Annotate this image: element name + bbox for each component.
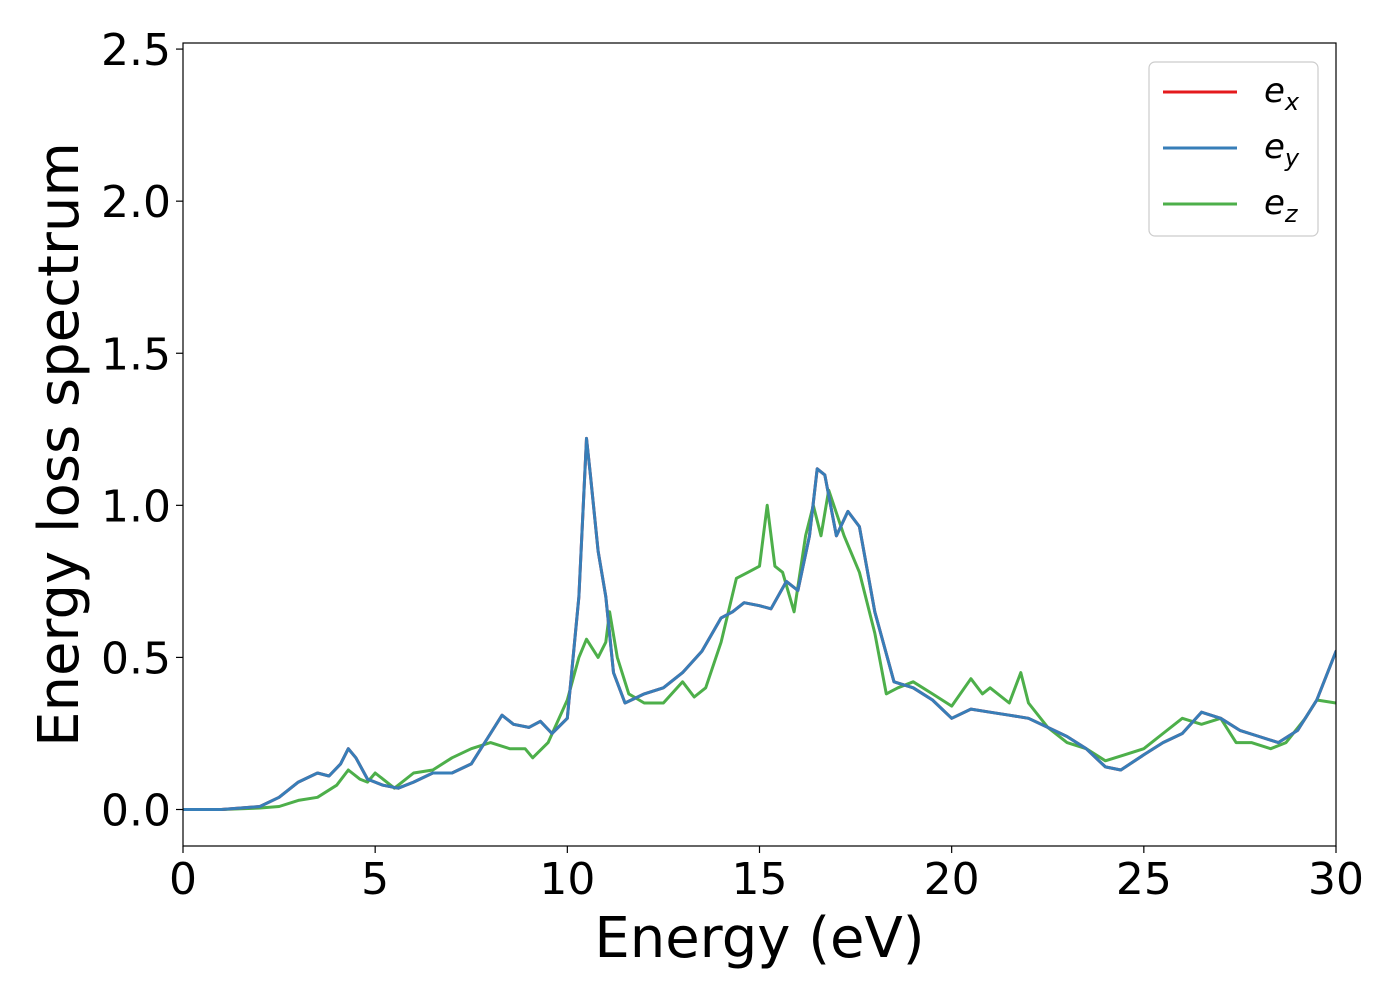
- x-tick-label: 20: [924, 854, 980, 905]
- legend: ex ey ez: [1148, 61, 1319, 237]
- legend-label-e-x: ex: [1264, 71, 1300, 116]
- legend-label-e-z: ez: [1264, 183, 1299, 228]
- y-tick-label: 1.0: [101, 481, 171, 532]
- legend-label-e-y: ey: [1264, 127, 1300, 172]
- x-tick-label: 5: [361, 854, 389, 905]
- plot-background: [183, 43, 1336, 846]
- y-axis-title: Energy loss spectrum: [27, 142, 92, 747]
- axes-layer: 0 5 10 15 20 25 30 0.0 0.5 1.0 1.5 2.0 2.5: [101, 25, 1364, 905]
- y-tick-label: 0.5: [101, 633, 171, 684]
- y-tick-label: 1.5: [101, 329, 171, 380]
- series-layer: [183, 436, 1336, 811]
- y-tick-label: 0.0: [101, 786, 171, 837]
- x-tick-label: 15: [732, 854, 788, 905]
- x-tick-label: 0: [169, 854, 197, 905]
- x-axis-title: Energy (eV): [594, 906, 924, 971]
- series-line-e-y: [183, 436, 1336, 811]
- y-tick-label: 2.0: [101, 177, 171, 228]
- x-tick-label: 30: [1308, 854, 1364, 905]
- x-tick-label: 25: [1116, 854, 1172, 905]
- plot-area: [183, 43, 1336, 846]
- y-tick-label: 2.5: [101, 25, 171, 76]
- x-tick-label: 10: [539, 854, 595, 905]
- series-line-e-z: [183, 488, 1336, 811]
